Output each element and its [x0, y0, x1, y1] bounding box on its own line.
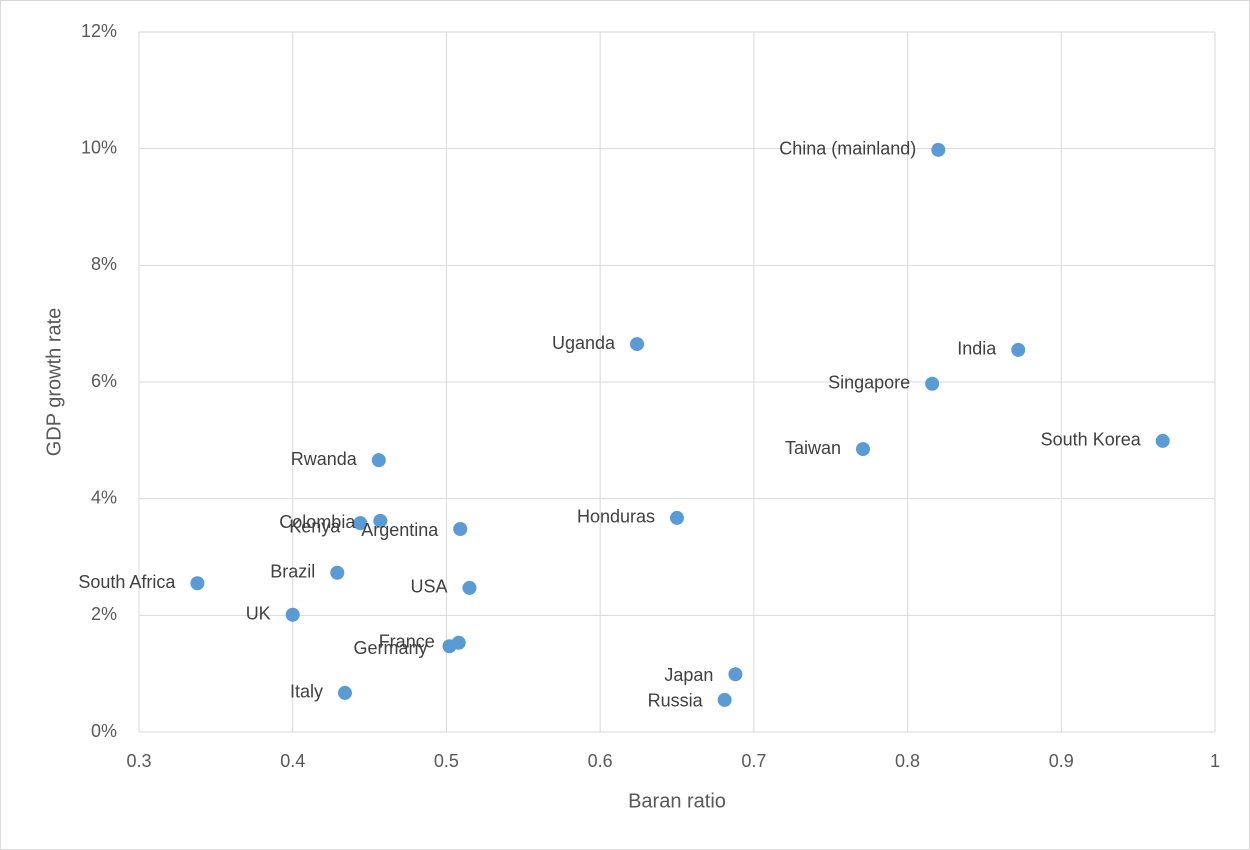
point-label: South Africa — [78, 572, 176, 592]
point — [630, 337, 645, 352]
point-label: Uganda — [552, 333, 616, 353]
point — [855, 442, 870, 457]
x-tick-label: 0.5 — [434, 751, 459, 771]
y-tick-label: 12% — [81, 21, 117, 41]
point-label: USA — [410, 577, 447, 597]
point — [462, 580, 477, 595]
point — [373, 513, 388, 528]
x-tick-label: 0.4 — [280, 751, 305, 771]
point-label: Brazil — [270, 562, 315, 582]
point-label: Honduras — [577, 507, 655, 527]
x-axis-title: Baran ratio — [628, 790, 726, 812]
y-tick-label: 8% — [91, 254, 117, 274]
x-tick-label: 0.9 — [1049, 751, 1074, 771]
x-tick-label: 0.7 — [741, 751, 766, 771]
point — [190, 576, 205, 591]
y-tick-label: 10% — [81, 137, 117, 157]
point-label: Colombia — [279, 512, 356, 532]
point-label: China (mainland) — [779, 139, 916, 159]
point-label: India — [957, 339, 997, 359]
point — [453, 522, 468, 536]
point — [285, 607, 300, 622]
point-label: UK — [246, 604, 271, 624]
point-label: South Korea — [1041, 430, 1142, 450]
y-tick-label: 6% — [91, 371, 117, 391]
point — [1155, 433, 1170, 448]
point — [717, 692, 732, 707]
point-label: Italy — [290, 682, 323, 702]
point — [353, 516, 368, 531]
point-label: Japan — [664, 665, 713, 685]
point — [931, 142, 946, 157]
point — [330, 565, 345, 580]
point — [728, 667, 743, 682]
point-label: Russia — [648, 691, 704, 711]
x-tick-label: 0.8 — [895, 751, 920, 771]
point-label: Kenya — [289, 517, 341, 537]
point — [337, 685, 352, 700]
point-label: France — [379, 632, 435, 652]
point-label: Singapore — [828, 373, 910, 393]
x-tick-label: 0.6 — [588, 751, 613, 771]
x-tick-label: 0.3 — [126, 751, 151, 771]
point — [925, 376, 940, 391]
point — [442, 639, 457, 654]
point — [371, 453, 386, 468]
y-axis-title: GDP growth rate — [43, 308, 65, 457]
point-label: Germany — [353, 638, 427, 658]
point — [670, 510, 684, 525]
point-label: Taiwan — [785, 438, 841, 458]
point-label: Rwanda — [291, 449, 358, 469]
point — [1011, 342, 1026, 357]
point-label: Argentina — [361, 520, 439, 540]
y-tick-label: 4% — [91, 487, 117, 507]
y-tick-label: 0% — [91, 721, 117, 741]
y-tick-label: 2% — [91, 604, 117, 624]
x-tick-label: 1 — [1210, 751, 1220, 771]
